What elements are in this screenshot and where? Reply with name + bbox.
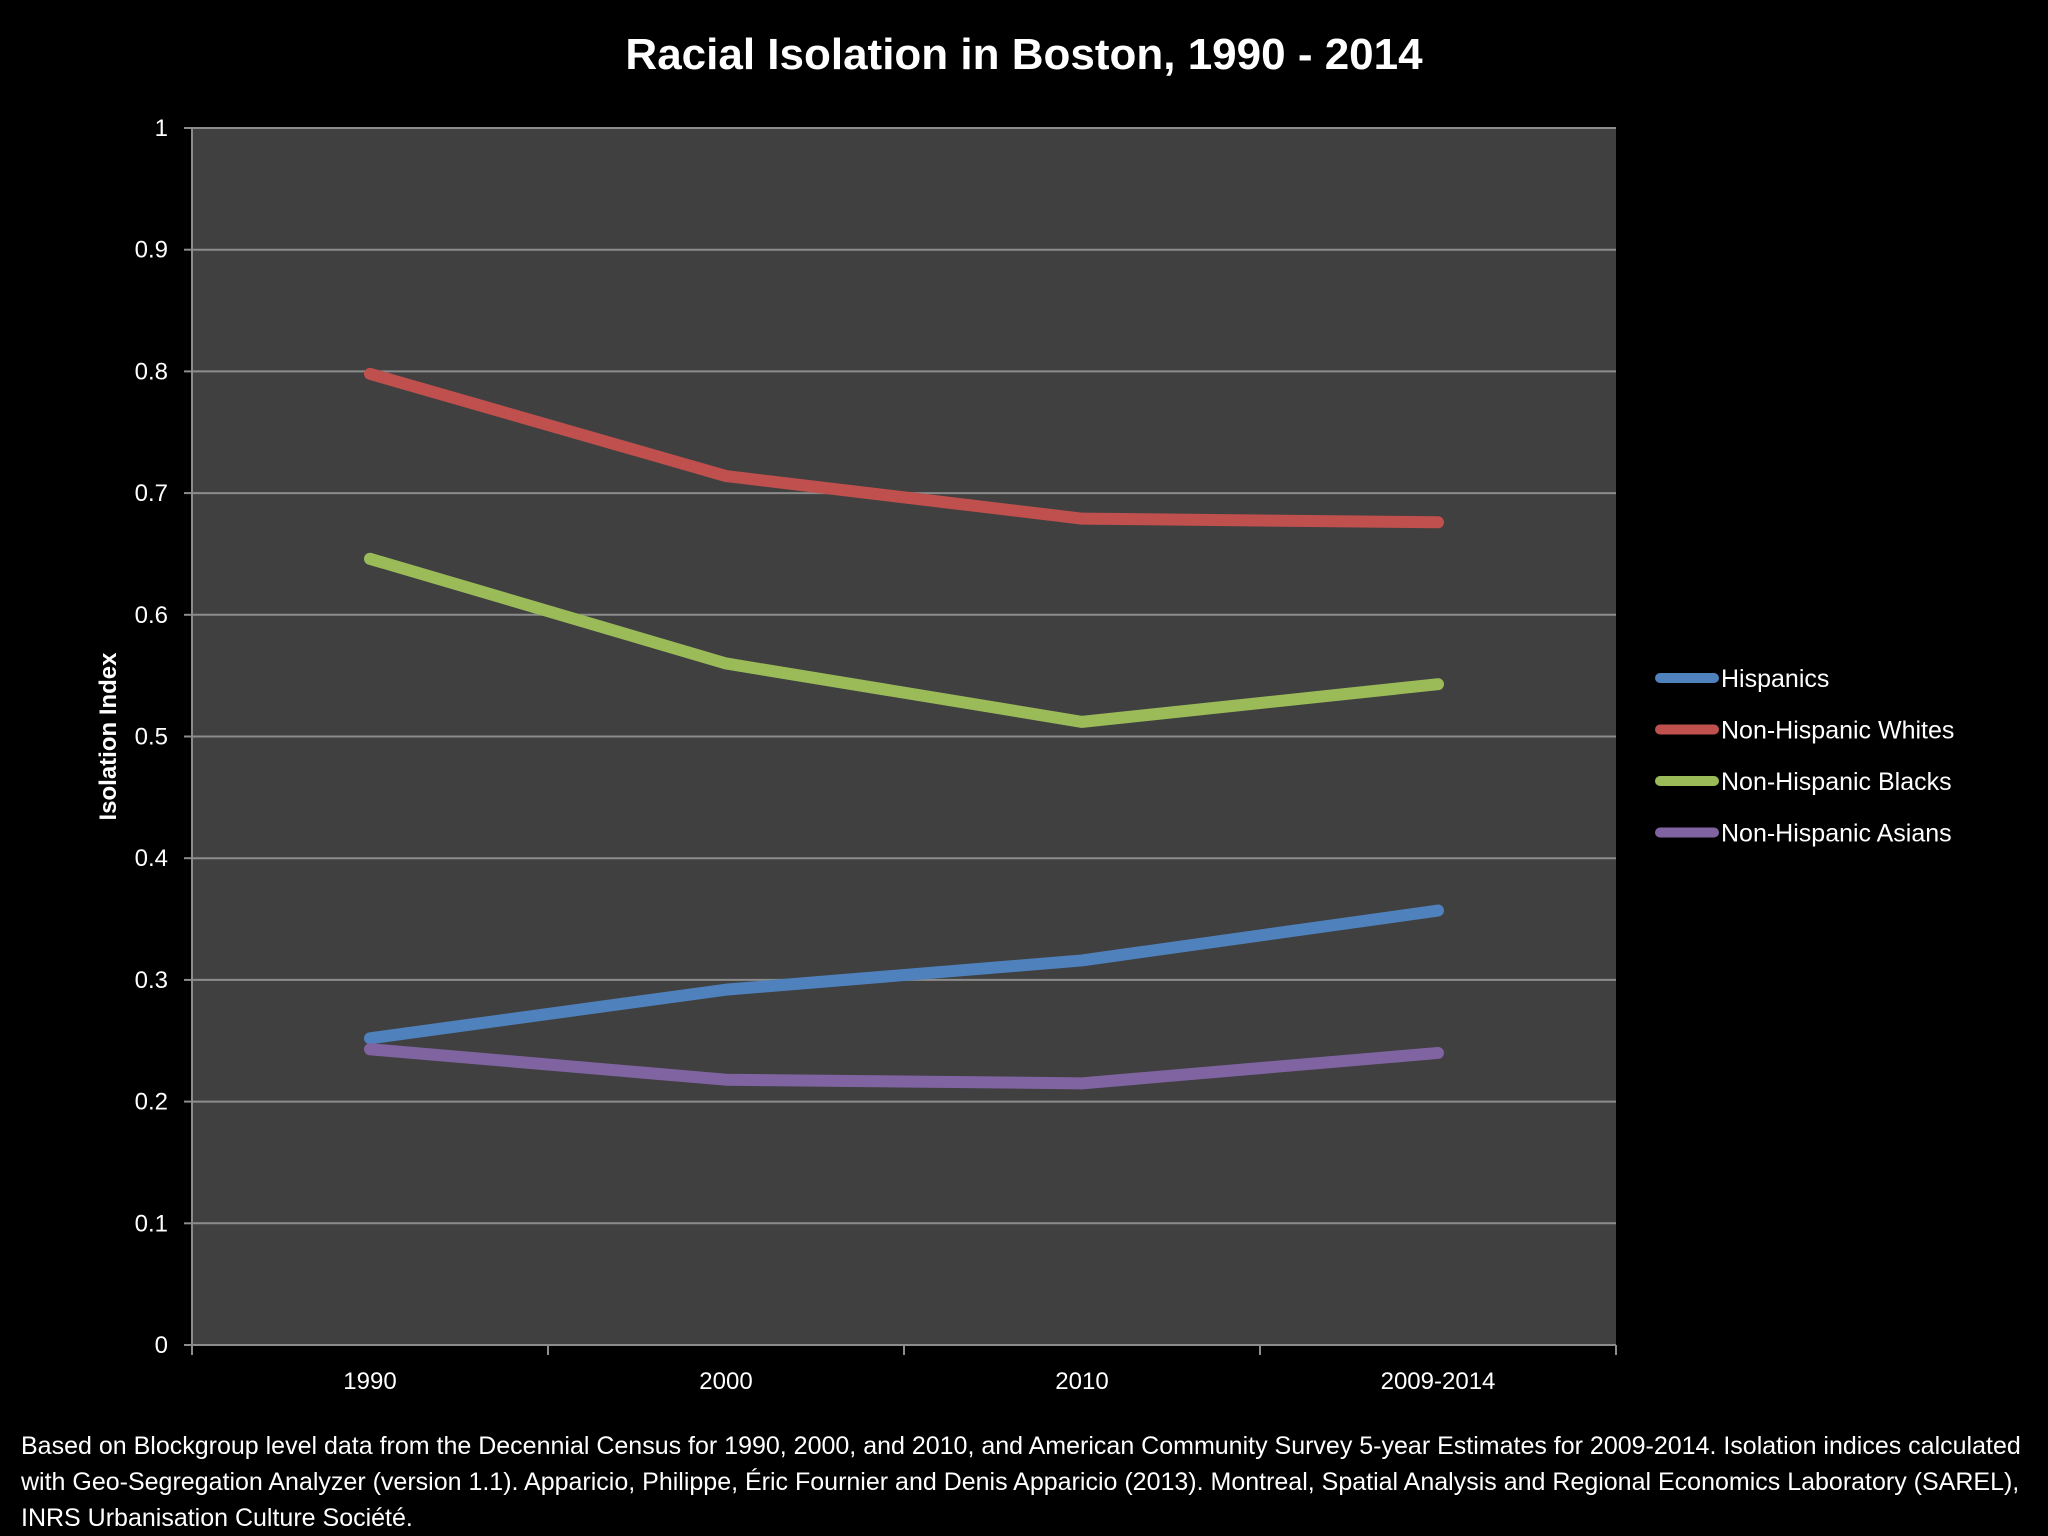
- gridlines: [184, 127, 1616, 1346]
- series-line-non-hispanic-whites: [364, 367, 1444, 529]
- x-tick-labels: 1990 2000 2010 2009-2014: [343, 1368, 1495, 1395]
- y-tick-labels: 0 0.1 0.2 0.3 0.4 0.5 0.6 0.7 0.8 0.9 1: [135, 115, 168, 1359]
- y-tick-label: 0.4: [135, 845, 168, 872]
- y-tick-label: 0.2: [135, 1089, 168, 1116]
- y-tick-label: 0.8: [135, 358, 168, 385]
- legend-label: Non-Hispanic Blacks: [1721, 768, 1952, 796]
- y-tick-label: 0.3: [135, 967, 168, 994]
- x-tick-label: 2009-2014: [1381, 1368, 1496, 1395]
- x-tick-label: 2010: [1055, 1368, 1108, 1395]
- series-line-non-hispanic-blacks: [364, 552, 1444, 728]
- y-tick-label: 0.5: [135, 724, 168, 751]
- y-tick-label: 0.7: [135, 480, 168, 507]
- y-tick-label: 1: [155, 115, 168, 142]
- y-tick-label: 0: [155, 1332, 168, 1359]
- legend-label: Non-Hispanic Whites: [1721, 717, 1954, 745]
- x-tick-label: 1990: [343, 1368, 396, 1395]
- y-tick-label: 0.9: [135, 237, 168, 264]
- series-lines: [364, 367, 1444, 1090]
- source-footnote: Based on Blockgroup level data from the …: [21, 1432, 2021, 1532]
- y-tick-label: 0.1: [135, 1210, 168, 1237]
- y-tick-label: 0.6: [135, 602, 168, 629]
- axes: [191, 128, 1617, 1355]
- series-line-non-hispanic-asians: [364, 1043, 1444, 1090]
- y-axis-title: Isolation Index: [95, 652, 122, 821]
- chart-title: Racial Isolation in Boston, 1990 - 2014: [625, 30, 1423, 79]
- legend: Hispanics Non-Hispanic Whites Non-Hispanic…: [1655, 665, 1954, 848]
- x-tick-label: 2000: [699, 1368, 752, 1395]
- series-line-hispanics: [364, 904, 1444, 1045]
- legend-label: Non-Hispanic Asians: [1721, 820, 1952, 848]
- legend-label: Hispanics: [1721, 665, 1829, 693]
